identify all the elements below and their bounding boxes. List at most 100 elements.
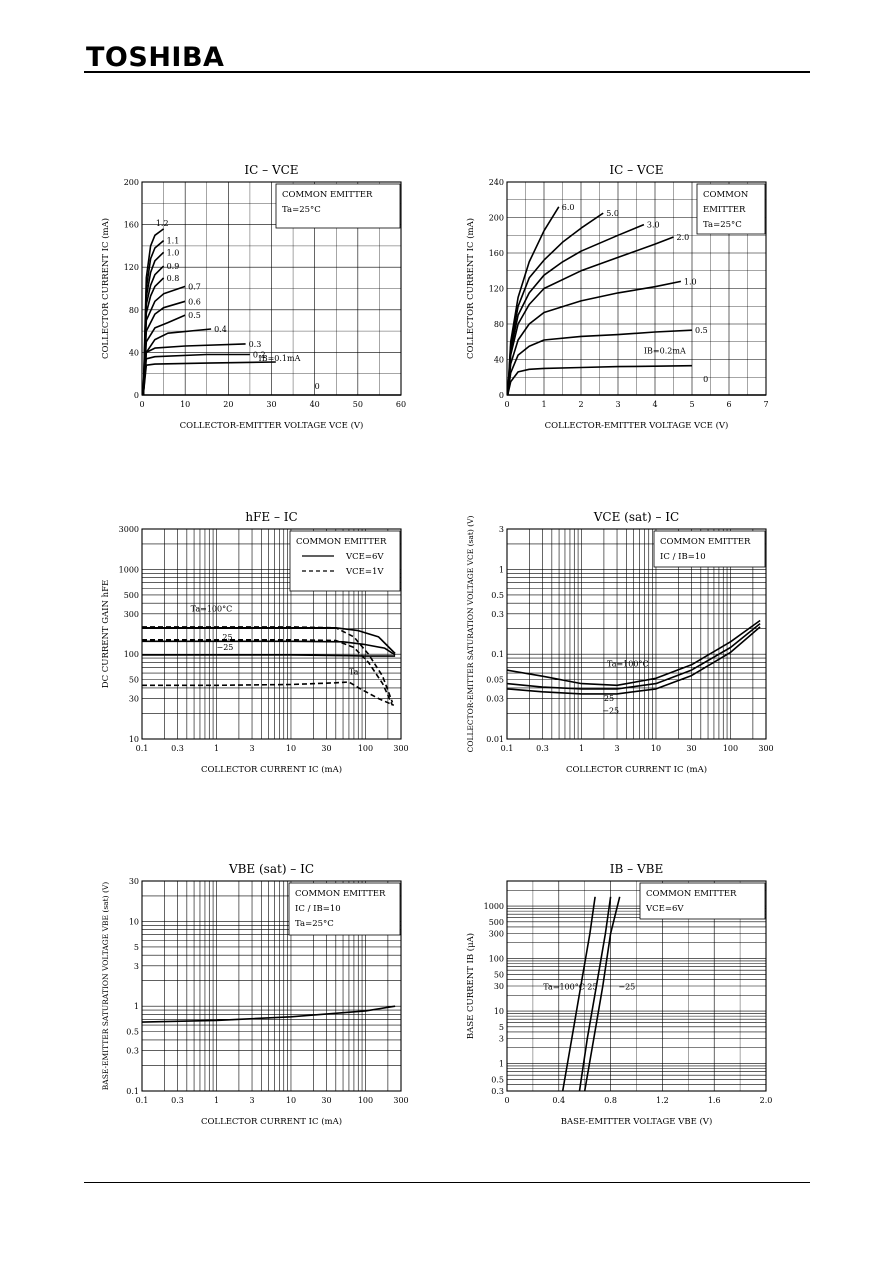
series-label: 5.0 <box>606 209 619 218</box>
legend-box <box>275 183 401 229</box>
legend-item: IC / IB=10 <box>660 552 706 562</box>
x-tick-label: 0.8 <box>604 1096 617 1105</box>
series-line <box>561 896 596 1092</box>
y-tick-label: 0.5 <box>126 1028 139 1037</box>
y-tick-label: 500 <box>489 918 504 927</box>
x-tick-label: 10 <box>180 400 190 409</box>
y-tick-label: 1000 <box>119 565 139 574</box>
plot-frame <box>141 528 402 740</box>
chart-2: COMMON EMITTER Ta=25°C 0 1 2 3 4 5 6 7 0 40 80 120 160 2… <box>465 163 769 431</box>
y-tick-label: 30 <box>494 982 504 991</box>
legend-item: VCE=6V <box>645 904 684 914</box>
y-tick-label: 10 <box>129 735 139 744</box>
y-tick-label: 3 <box>499 1035 504 1044</box>
series-line <box>142 640 396 656</box>
y-tick-label: 10 <box>494 1007 504 1016</box>
y-tick-label: 50 <box>494 970 504 979</box>
series-label: 0.5 <box>188 311 201 320</box>
legend-box <box>289 530 401 592</box>
legend-box <box>653 530 766 568</box>
y-tick-label: 0.3 <box>491 610 504 619</box>
y-tick-label: 80 <box>129 306 139 315</box>
y-axis-label: BASE-EMITTER SATURATION VOLTAGE VBE (sat… <box>101 882 110 1091</box>
brand-logo: TOSHIBA <box>86 42 225 73</box>
series-line <box>142 343 246 396</box>
plot-frame <box>506 528 767 740</box>
x-tick-label: 0.1 <box>136 744 149 753</box>
x-tick-label: 30 <box>321 744 331 753</box>
x-tick-label: 3 <box>615 400 620 409</box>
series-label: 0.9 <box>167 262 180 271</box>
y-tick-label: 0 <box>499 391 504 400</box>
x-tick-label: 1 <box>541 400 546 409</box>
chart-1: COMMON EMITTER Ta=25°C 0 10 20 30 40 50 60 0 40 80 1… <box>100 163 406 431</box>
y-tick-label: 120 <box>489 285 504 294</box>
series-label: IB=0.2mA <box>644 347 686 356</box>
x-tick-label: 0.3 <box>171 744 184 753</box>
x-axis-label: COLLECTOR CURRENT IC (mA) <box>566 764 707 775</box>
x-tick-label: 0.3 <box>536 744 549 753</box>
series-line <box>506 364 693 396</box>
chart-title: VCE (sat) – IC <box>593 510 679 524</box>
y-tick-label: 0.3 <box>126 1047 139 1056</box>
y-tick-label: 30 <box>129 695 139 704</box>
series-label: 0.6 <box>188 297 201 306</box>
y-tick-label: 80 <box>494 320 504 329</box>
y-axis-label: COLLECTOR CURRENT IC (mA) <box>100 218 111 359</box>
curve-label: 25 <box>604 694 614 703</box>
chart-title: VBE (sat) – IC <box>228 862 314 876</box>
x-tick-label: 300 <box>393 744 408 753</box>
y-tick-label: 200 <box>489 214 504 223</box>
legend-item: VCE=1V <box>345 567 384 577</box>
series-label: 0.5 <box>695 326 708 335</box>
x-tick-label: 100 <box>358 1096 373 1105</box>
x-tick-label: 3 <box>249 744 254 753</box>
y-tick-label: 200 <box>124 178 139 187</box>
series-label: IB=0.1mA <box>259 354 301 363</box>
x-tick-label: 0 <box>504 1096 509 1105</box>
series-label: 0.8 <box>167 274 180 283</box>
series-line <box>506 280 682 396</box>
series-line <box>142 638 394 706</box>
legend-box <box>288 882 401 936</box>
y-tick-label: 500 <box>124 591 139 600</box>
y-tick-label: 0.5 <box>491 1075 504 1084</box>
x-tick-label: 0.1 <box>136 1096 149 1105</box>
y-tick-label: 5 <box>134 943 139 952</box>
curve-label: 25 <box>222 633 232 642</box>
y-tick-label: 100 <box>124 650 139 659</box>
series-line <box>506 212 604 396</box>
y-axis-label: COLLECTOR CURRENT IC (mA) <box>465 218 476 359</box>
y-tick-label: 240 <box>489 178 504 187</box>
series-line <box>506 223 645 396</box>
chart-title: IB – VBE <box>610 862 663 876</box>
x-tick-label: 5 <box>689 400 694 409</box>
series-label: 1.1 <box>167 237 180 246</box>
y-tick-label: 0.03 <box>486 695 504 704</box>
plot-frame <box>141 880 402 1092</box>
y-tick-label: 100 <box>489 955 504 964</box>
legend-item: Ta=25°C <box>295 919 334 929</box>
series-line <box>141 1005 396 1023</box>
legend-item: COMMON EMITTER <box>646 889 737 899</box>
x-tick-label: 0.3 <box>171 1096 184 1105</box>
y-tick-label: 5 <box>499 1023 504 1032</box>
series-label: 0.7 <box>188 282 201 291</box>
series-label: 6.0 <box>562 203 575 212</box>
x-tick-label: 0 <box>139 400 144 409</box>
legend-item: Ta=25°C <box>703 220 742 230</box>
y-tick-label: 1 <box>499 565 504 574</box>
x-axis-label: COLLECTOR-EMITTER VOLTAGE VCE (V) <box>180 420 364 431</box>
x-tick-label: 30 <box>266 400 276 409</box>
series-line <box>142 654 396 657</box>
curve-label: −25 <box>618 982 635 991</box>
series-label: 0.2 <box>253 351 266 360</box>
series-label: 0 <box>315 382 320 391</box>
x-tick-label: 60 <box>396 400 406 409</box>
y-tick-label: 3 <box>499 525 504 534</box>
series-label: 1.0 <box>684 277 697 286</box>
series-label: 1.0 <box>167 248 180 257</box>
header-rule <box>84 71 810 73</box>
series-line <box>506 329 693 396</box>
